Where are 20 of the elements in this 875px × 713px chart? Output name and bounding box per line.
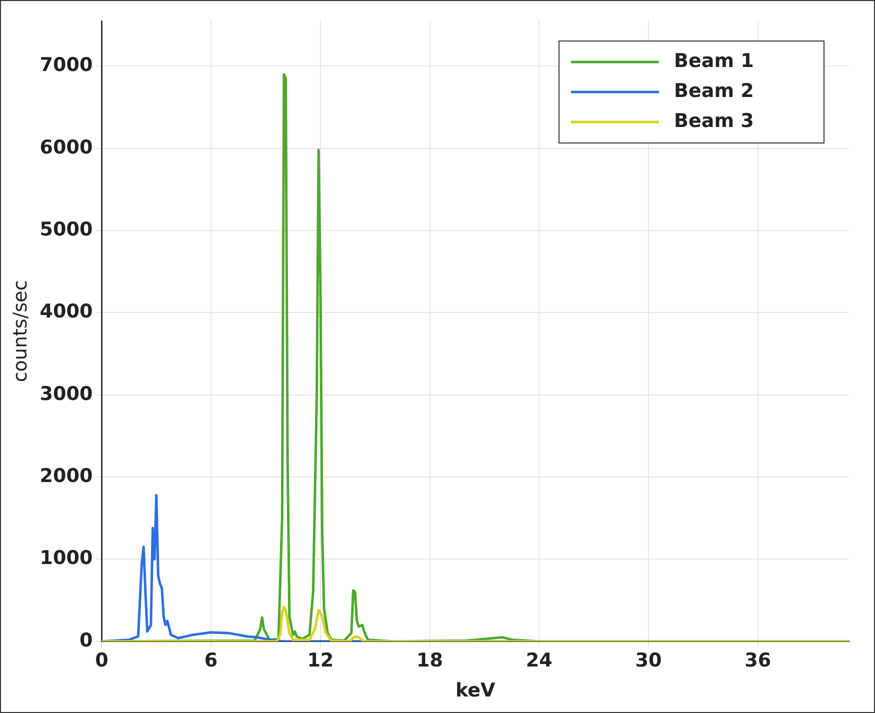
y-tick-label: 6000 — [40, 136, 93, 158]
y-tick-label: 2000 — [40, 464, 93, 487]
x-tick-label: 0 — [95, 650, 108, 672]
x-tick-label: 12 — [307, 650, 334, 672]
y-tick-label: 0 — [79, 629, 93, 652]
legend-label: Beam 1 — [674, 50, 754, 72]
x-tick-label: 18 — [416, 650, 443, 672]
x-tick-label: 30 — [635, 650, 662, 672]
y-tick-label: 7000 — [40, 54, 93, 76]
y-axis-title: counts/sec — [9, 280, 32, 382]
x-axis-title: keV — [455, 680, 496, 702]
legend-label: Beam 3 — [674, 110, 754, 132]
y-tick-label: 4000 — [40, 300, 93, 323]
x-tick-label: 36 — [744, 650, 772, 672]
legend-label: Beam 2 — [674, 80, 754, 102]
y-tick-label: 5000 — [40, 218, 93, 240]
y-tick-label: 1000 — [40, 547, 93, 570]
x-tick-label: 6 — [204, 650, 218, 672]
y-tick-label: 3000 — [40, 382, 93, 405]
x-tick-label: 24 — [526, 650, 552, 672]
